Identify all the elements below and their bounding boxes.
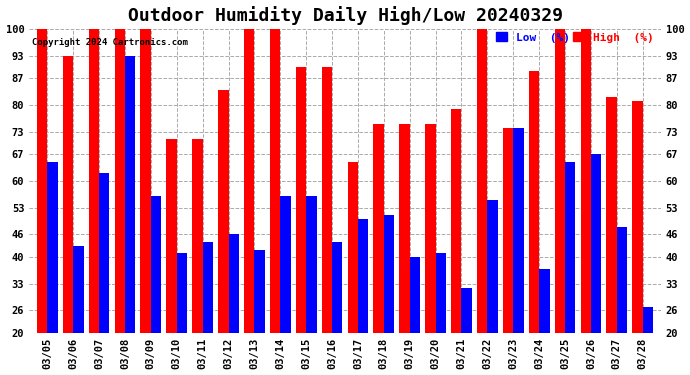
Bar [141, 29, 151, 333]
Bar [177, 254, 187, 333]
Bar [348, 162, 358, 333]
Bar [322, 67, 332, 333]
Bar [539, 268, 549, 333]
Bar [218, 90, 228, 333]
Bar [37, 29, 48, 333]
Bar [99, 174, 110, 333]
Bar [410, 257, 420, 333]
Bar [632, 101, 642, 333]
Bar [166, 139, 177, 333]
Bar [384, 215, 394, 333]
Bar [400, 124, 410, 333]
Bar [591, 154, 601, 333]
Bar [607, 98, 617, 333]
Bar [555, 29, 565, 333]
Bar [642, 307, 653, 333]
Bar [280, 196, 290, 333]
Bar [193, 139, 203, 333]
Bar [565, 162, 575, 333]
Bar [296, 67, 306, 333]
Bar [244, 29, 255, 333]
Bar [435, 254, 446, 333]
Text: Copyright 2024 Cartronics.com: Copyright 2024 Cartronics.com [32, 38, 188, 47]
Bar [513, 128, 524, 333]
Bar [203, 242, 213, 333]
Bar [358, 219, 368, 333]
Legend: Low  (%), High  (%): Low (%), High (%) [495, 32, 656, 44]
Title: Outdoor Humidity Daily High/Low 20240329: Outdoor Humidity Daily High/Low 20240329 [128, 6, 562, 24]
Bar [529, 71, 539, 333]
Bar [580, 29, 591, 333]
Bar [332, 242, 342, 333]
Bar [487, 200, 497, 333]
Bar [451, 109, 462, 333]
Bar [617, 227, 627, 333]
Bar [151, 196, 161, 333]
Bar [228, 234, 239, 333]
Bar [306, 196, 317, 333]
Bar [48, 162, 58, 333]
Bar [125, 56, 135, 333]
Bar [115, 29, 125, 333]
Bar [477, 29, 487, 333]
Bar [89, 29, 99, 333]
Bar [255, 250, 265, 333]
Bar [462, 288, 472, 333]
Bar [503, 128, 513, 333]
Bar [425, 124, 435, 333]
Bar [63, 56, 73, 333]
Bar [373, 124, 384, 333]
Bar [270, 29, 280, 333]
Bar [73, 246, 83, 333]
